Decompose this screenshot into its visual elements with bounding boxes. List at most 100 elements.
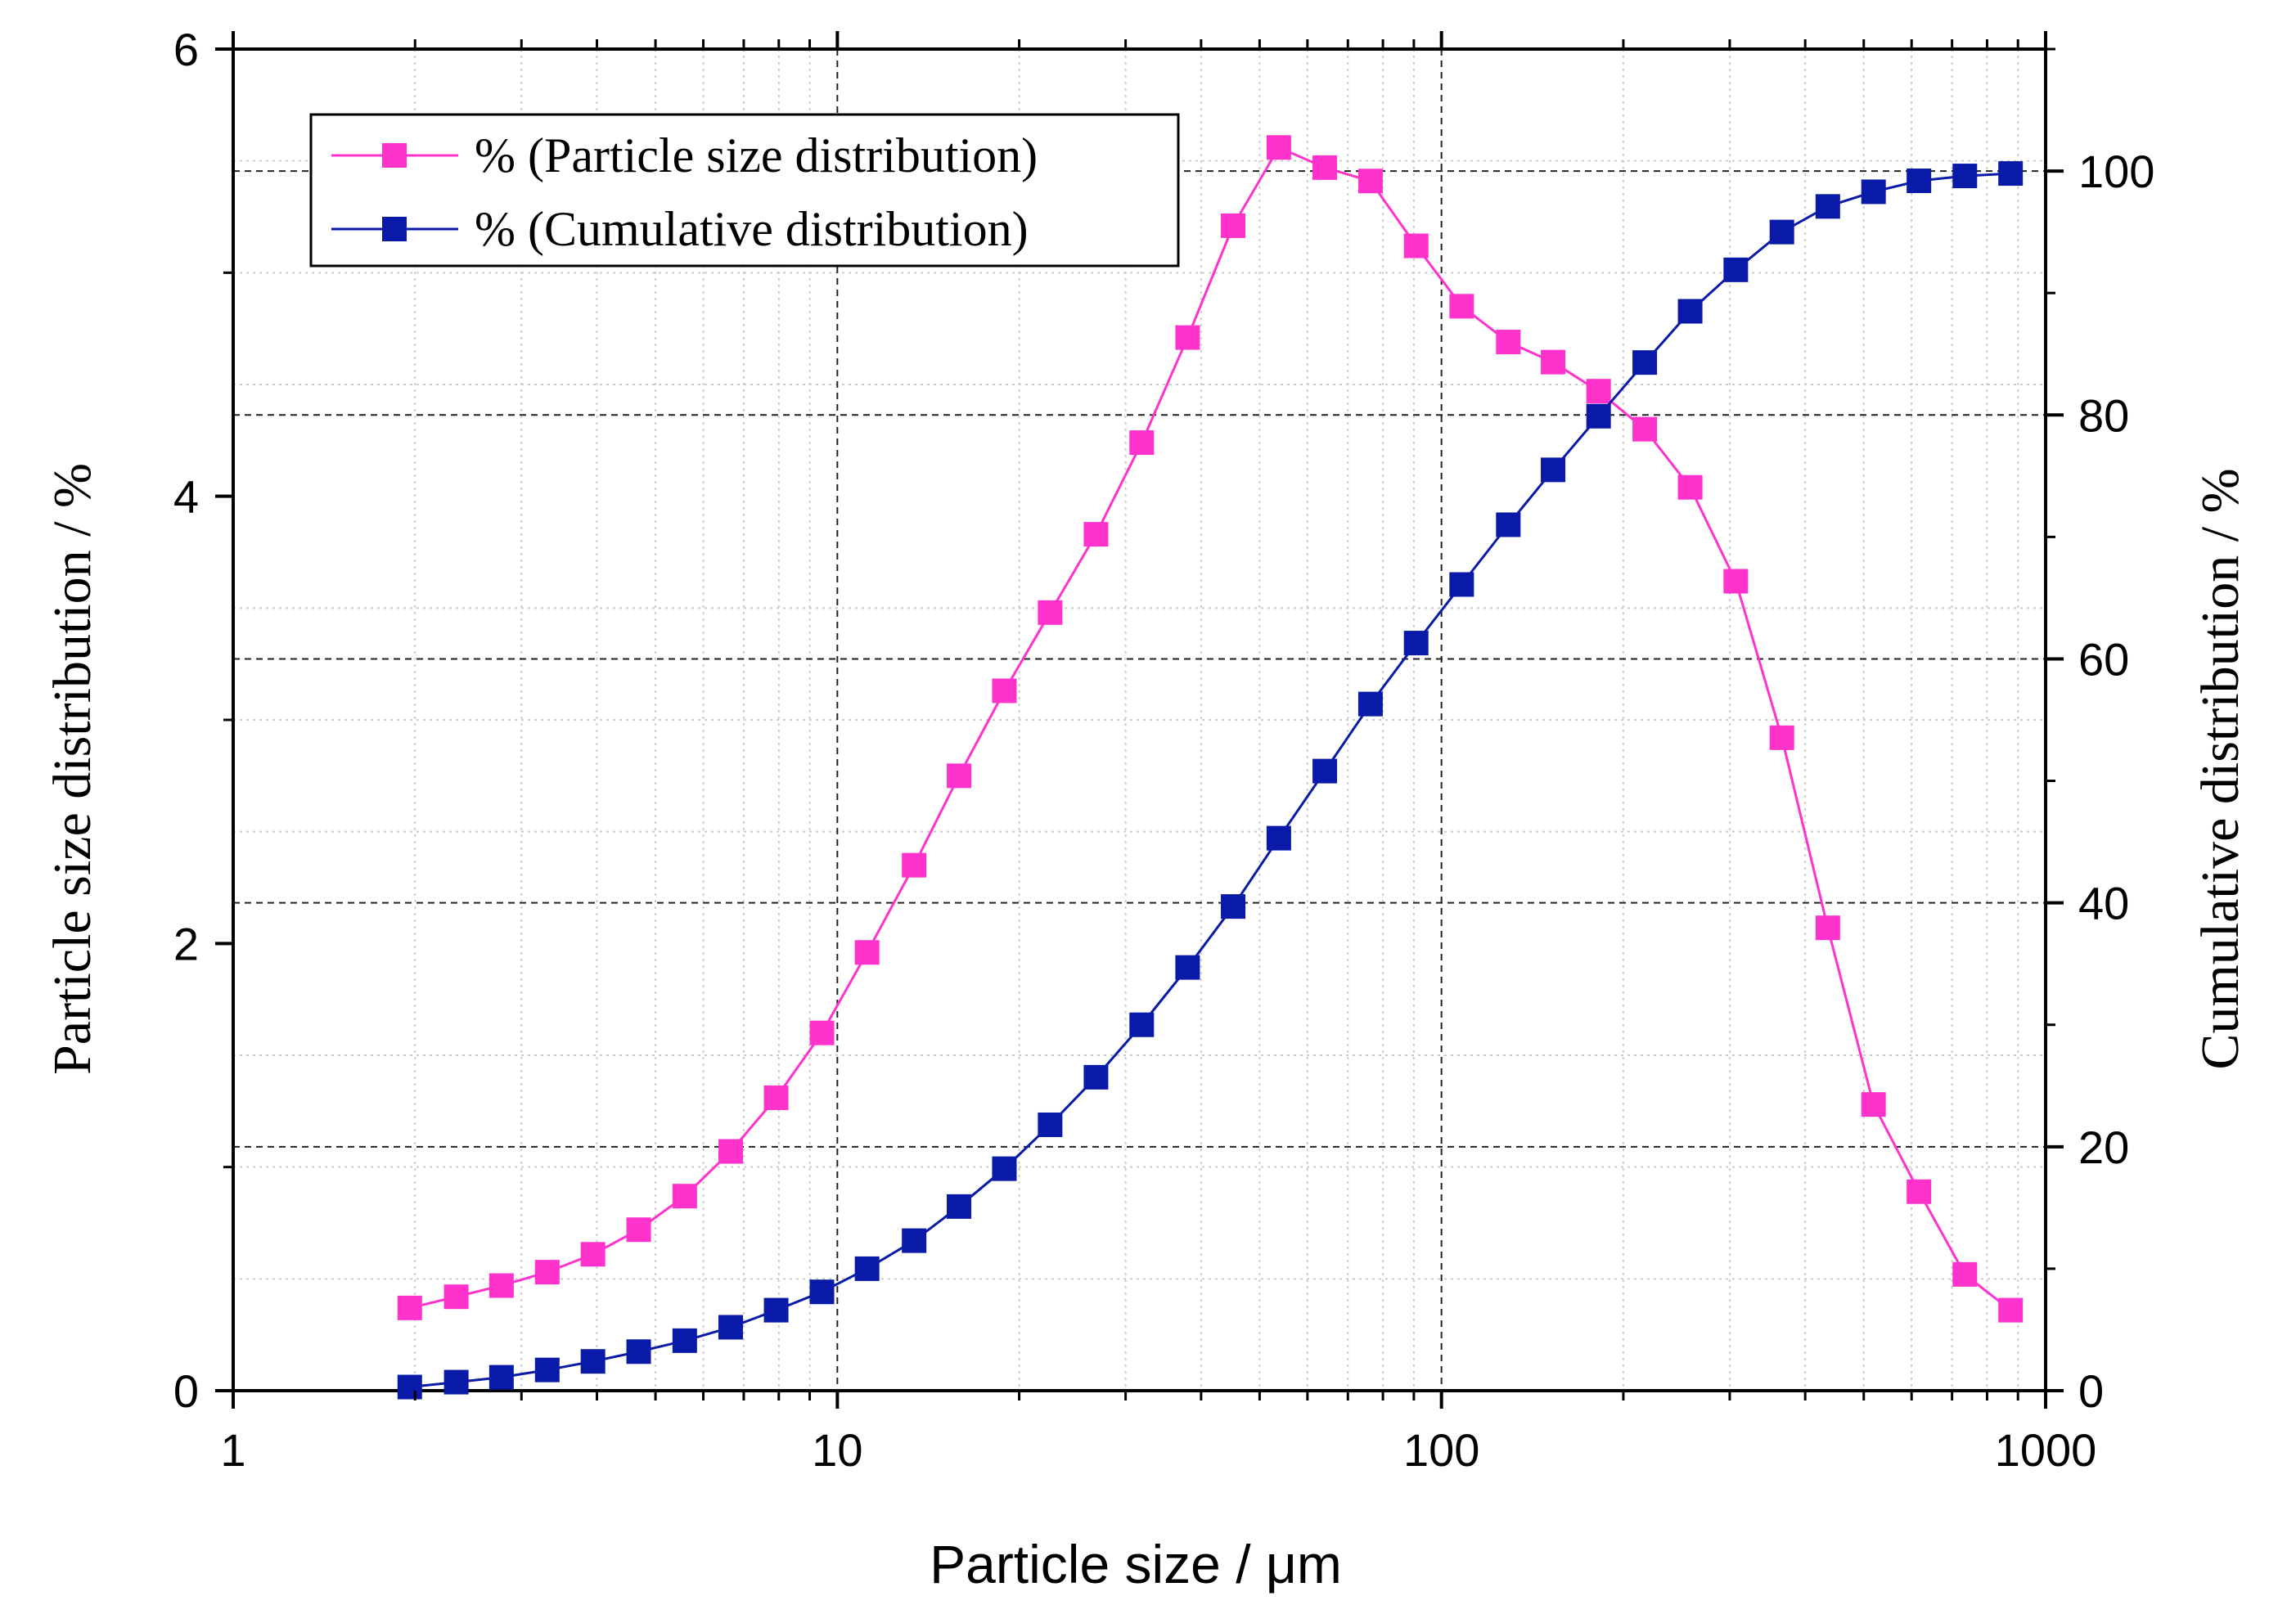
data-point	[1312, 155, 1338, 180]
data-point	[443, 1369, 469, 1395]
data-point	[1677, 474, 1703, 500]
data-point	[992, 1156, 1017, 1181]
data-point	[1175, 955, 1200, 980]
data-point	[718, 1315, 743, 1340]
data-point	[1952, 1261, 1978, 1287]
data-point	[902, 852, 927, 878]
data-point	[1129, 430, 1155, 456]
data-point	[1496, 330, 1521, 355]
data-point	[763, 1085, 789, 1110]
data-point	[809, 1279, 835, 1305]
data-point	[580, 1242, 606, 1267]
y-right-tick-label: 20	[2078, 1122, 2129, 1173]
data-point	[1541, 349, 1566, 375]
data-point	[1815, 194, 1840, 219]
data-point	[763, 1297, 789, 1323]
legend-marker-cumulative	[382, 217, 407, 241]
y-right-tick-label: 0	[2078, 1365, 2104, 1417]
data-point	[1907, 169, 1932, 194]
data-point	[1723, 569, 1749, 594]
grid	[233, 49, 2046, 1391]
legend-box	[309, 113, 1180, 268]
data-point	[1403, 233, 1429, 259]
data-point	[626, 1217, 651, 1243]
data-point	[947, 1194, 972, 1219]
data-point	[1266, 135, 1291, 160]
data-point	[947, 763, 972, 789]
y-right-tick-label: 80	[2078, 389, 2129, 441]
x-axis-title: Particle size / μm	[930, 1534, 1342, 1594]
data-point	[1861, 179, 1886, 205]
data-point	[1541, 457, 1566, 483]
data-point	[809, 1020, 835, 1045]
data-point	[1449, 294, 1474, 319]
data-point	[1221, 213, 1246, 238]
data-point	[1586, 379, 1611, 404]
legend-label-psd: % (Particle size distribution)	[475, 128, 1038, 182]
data-point	[1998, 161, 2024, 187]
data-point	[1312, 758, 1338, 784]
data-point	[1129, 1012, 1155, 1037]
y-left-tick-label: 0	[173, 1365, 199, 1417]
data-point	[1998, 1297, 2024, 1323]
series-particle-size-distribution	[397, 135, 2024, 1323]
data-point	[718, 1139, 743, 1164]
data-point	[534, 1357, 560, 1382]
data-point	[1769, 219, 1794, 245]
data-point	[902, 1228, 927, 1253]
data-point	[1907, 1179, 1932, 1204]
data-point	[1861, 1092, 1886, 1117]
data-point	[443, 1284, 469, 1310]
legend-label-cumulative: % (Cumulative distribution)	[475, 202, 1029, 256]
data-point	[672, 1328, 697, 1353]
x-tick-label: 10	[812, 1424, 862, 1476]
y-right-tick-label: 100	[2078, 146, 2154, 197]
y-left-tick-label: 6	[173, 24, 199, 75]
data-point	[1357, 169, 1383, 194]
data-point	[1586, 403, 1611, 429]
data-point	[1266, 825, 1291, 851]
series-line	[409, 172, 2011, 1388]
right-y-axis-title: Cumulative distribution / %	[2190, 468, 2250, 1069]
data-point	[1221, 894, 1246, 919]
data-point	[1175, 325, 1200, 350]
y-left-tick-label: 4	[173, 471, 199, 523]
data-point	[397, 1374, 422, 1400]
left-y-axis-title: Particle size distribution / %	[43, 463, 102, 1075]
x-tick-label: 1	[220, 1424, 245, 1476]
data-point	[1632, 416, 1658, 442]
data-point	[488, 1364, 514, 1390]
data-point	[1723, 257, 1749, 282]
series-cumulative-distribution	[397, 161, 2024, 1400]
data-point	[1357, 691, 1383, 717]
data-point	[626, 1339, 651, 1364]
data-point	[1769, 725, 1794, 750]
data-point	[1038, 1112, 1063, 1137]
data-point	[397, 1295, 422, 1320]
data-point	[1677, 299, 1703, 324]
data-point	[534, 1260, 560, 1285]
data-point	[1496, 512, 1521, 537]
data-point	[1632, 350, 1658, 375]
data-point	[1403, 631, 1429, 656]
x-tick-label: 1000	[1995, 1424, 2097, 1476]
data-point	[1083, 522, 1109, 547]
data-point	[992, 678, 1017, 704]
data-point	[580, 1349, 606, 1374]
data-point	[1952, 164, 1978, 189]
data-point	[854, 940, 880, 965]
series-layer	[397, 135, 2024, 1400]
data-point	[488, 1273, 514, 1298]
y-left-tick-label: 2	[173, 918, 199, 969]
legend: % (Particle size distribution) % (Cumula…	[309, 113, 1180, 268]
data-point	[1038, 600, 1063, 625]
data-point	[1815, 915, 1840, 941]
data-point	[1083, 1064, 1109, 1090]
y-right-tick-label: 40	[2078, 878, 2129, 929]
y-right-tick-label: 60	[2078, 633, 2129, 685]
legend-marker-psd	[382, 143, 407, 168]
x-tick-label: 100	[1403, 1424, 1479, 1476]
data-point	[854, 1256, 880, 1281]
